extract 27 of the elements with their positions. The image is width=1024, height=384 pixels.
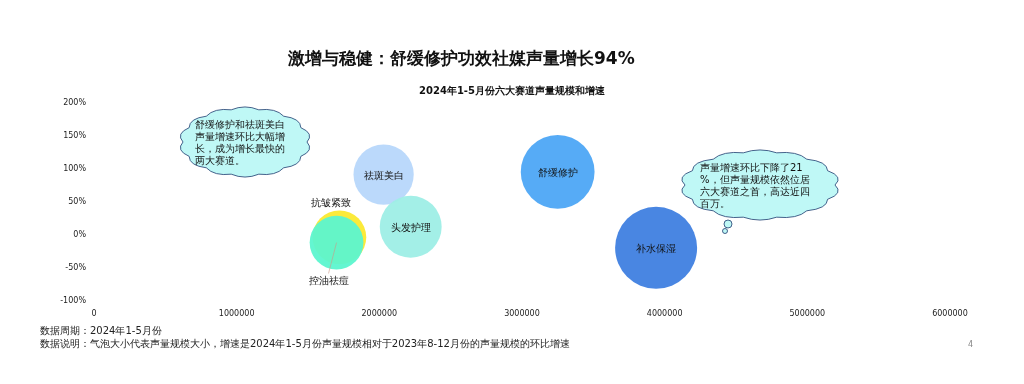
annotation: 舒缓修护和祛斑美白声量增速环比大幅增长，成为增长最快的两大赛道。 xyxy=(195,119,285,166)
series-label: 抗皱紧致 xyxy=(311,197,352,209)
y-tick-label: 0% xyxy=(73,230,87,239)
text: 数据说明：气泡大小代表声量规模大小，增速是2024年1-5月份声量规模相对于2023年8-12月份的声量规模的环比增速 xyxy=(40,338,570,349)
x-tick-label: 1000000 xyxy=(218,309,255,318)
text: 4 xyxy=(968,340,974,349)
y-tick-label: -100% xyxy=(60,296,87,305)
text: 数据周期：2024年1-5月份 xyxy=(40,325,162,336)
x-tick-label: 4000000 xyxy=(646,309,683,318)
x-tick-label: 6000000 xyxy=(932,309,968,318)
x-tick-label: 2000000 xyxy=(361,309,398,318)
series-label: 控油祛痘 xyxy=(308,275,349,287)
chart-title: 激增与稳健：舒缓修护功效社媒声量增长94% xyxy=(287,48,635,68)
series-label: 补水保湿 xyxy=(636,242,677,254)
series-label: 头发护理 xyxy=(390,221,431,233)
x-tick-label: 0 xyxy=(91,309,97,318)
y-tick-label: 100% xyxy=(63,164,87,173)
series-label: 舒缓修护 xyxy=(537,166,578,178)
y-tick-label: -50% xyxy=(65,263,87,272)
annotation: 声量增速环比下降了21%，但声量规模依然位居六大赛道之首，高达近四百万。 xyxy=(700,162,810,209)
y-tick-label: 50% xyxy=(68,197,87,206)
x-tick-label: 3000000 xyxy=(504,309,540,318)
y-tick-label: 200% xyxy=(63,98,87,107)
series-label: 祛斑美白 xyxy=(363,169,404,181)
y-tick-label: 150% xyxy=(63,131,87,140)
x-tick-label: 5000000 xyxy=(789,309,826,318)
chart-subtitle: 2024年1-5月份六大赛道声量规模和增速 xyxy=(419,85,606,96)
